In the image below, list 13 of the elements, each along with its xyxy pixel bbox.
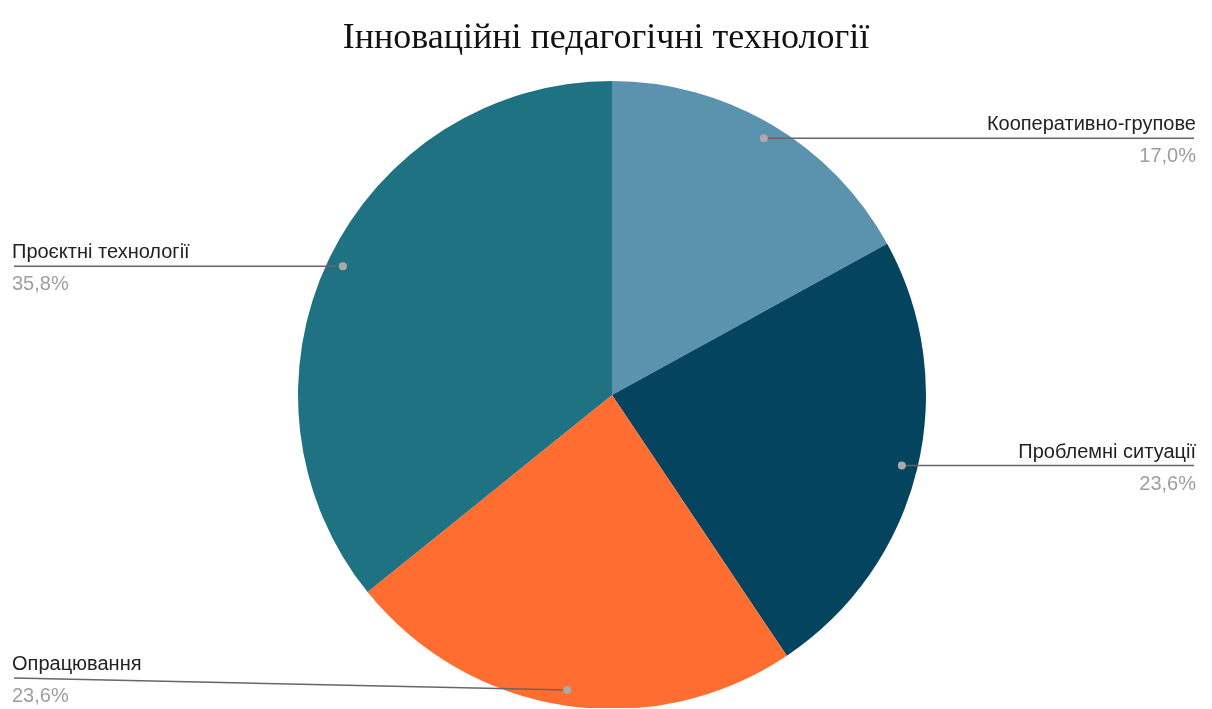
slice-label: Проєктні технології [12, 240, 191, 263]
pie-slice [612, 243, 926, 656]
slice-label: Опрацювання [12, 652, 142, 674]
data-label: 17,0% [1139, 144, 1197, 167]
data-label: 35,8% [12, 272, 69, 295]
slice-label: Проблемні ситуації [1018, 439, 1197, 462]
chart-title: Інноваційні педагогічні технології [341, 15, 871, 58]
data-label: 23,6% [1139, 471, 1197, 494]
pie-slice [367, 395, 787, 708]
pie-slice [612, 81, 888, 395]
slice-label: Кооперативно-групове [986, 112, 1196, 135]
data-label: 23,6% [12, 684, 69, 706]
pie-slice [298, 81, 612, 593]
